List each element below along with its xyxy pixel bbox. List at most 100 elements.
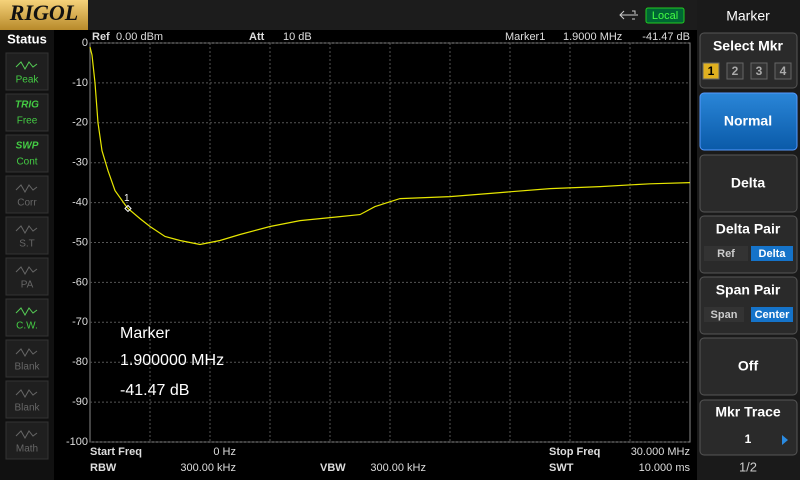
y-tick-label: -50	[72, 236, 88, 248]
center-option-text: Center	[755, 309, 791, 321]
logo: RIGOL	[9, 0, 78, 25]
status-item-label: Blank	[14, 403, 40, 414]
status-item-label: Cont	[16, 157, 37, 168]
off-button[interactable]	[699, 337, 798, 396]
y-tick-label: -20	[72, 117, 88, 129]
marker-amp: -41.47 dB	[642, 31, 690, 43]
status-icon	[15, 266, 38, 276]
menu-title: Marker	[726, 8, 770, 24]
delta-pair-label: Delta Pair	[716, 221, 781, 237]
status-item-top: SWP	[16, 141, 39, 152]
y-tick-label: 0	[82, 37, 88, 49]
start-label: Start Freq	[90, 446, 142, 458]
status-item-label: Free	[17, 116, 38, 127]
y-tick-label: -100	[66, 436, 88, 448]
select-mkr-label: Select Mkr	[713, 38, 784, 54]
mkr-option[interactable]	[726, 62, 744, 80]
mkr-option-text: 4	[780, 64, 787, 78]
marker-freq: 1.9000 MHz	[563, 31, 622, 43]
status-item	[5, 216, 49, 255]
marker-point	[124, 204, 132, 213]
status-item	[5, 380, 49, 419]
select-mkr-button[interactable]	[699, 32, 798, 89]
mkr-option-text: 1	[708, 64, 715, 78]
status-item-label: S.T	[19, 239, 35, 250]
status-item-top: TRIG	[15, 100, 39, 111]
stop-value: 30.000 MHz	[631, 446, 690, 458]
rbw-value: 300.00 kHz	[180, 462, 236, 474]
status-item	[5, 175, 49, 214]
ref-option[interactable]	[704, 246, 748, 261]
ref-label: Ref	[92, 31, 110, 43]
mkr-trace-value: 1	[745, 432, 752, 446]
status-item-label: Blank	[14, 362, 40, 373]
center-option[interactable]	[751, 307, 793, 322]
status-item	[5, 93, 49, 132]
vbw-value: 300.00 kHz	[370, 462, 426, 474]
status-item-label: Math	[16, 444, 38, 455]
status-icon	[15, 348, 38, 358]
delta-label: Delta	[731, 175, 765, 191]
top-bar	[0, 0, 697, 30]
span-pair-label: Span Pair	[716, 282, 781, 298]
mkr-trace-label: Mkr Trace	[715, 404, 781, 420]
status-item-label: Corr	[17, 198, 37, 209]
select-options: 1 2 3 4	[702, 62, 792, 80]
local-text: Local	[652, 10, 678, 22]
status-item	[5, 421, 49, 460]
rbw-label: RBW	[90, 462, 117, 474]
y-tick-label: -90	[72, 396, 88, 408]
status-item	[5, 257, 49, 296]
y-tick-label: -10	[72, 77, 88, 89]
status-item	[5, 298, 49, 337]
marker-label: Marker1	[505, 31, 545, 43]
status-item	[5, 134, 49, 173]
mkr-option[interactable]	[774, 62, 792, 80]
swt-value: 10.000 ms	[639, 462, 691, 474]
marker-box-title: Marker	[120, 325, 170, 342]
delta-button[interactable]	[699, 154, 798, 213]
mkr-trace-button[interactable]	[699, 399, 798, 456]
start-value: 0 Hz	[213, 446, 236, 458]
status-icon	[15, 184, 38, 194]
mkr-option-text: 3	[756, 64, 763, 78]
att-value: 10 dB	[283, 31, 312, 43]
status-item	[5, 52, 49, 91]
y-tick-label: -30	[72, 157, 88, 169]
status-item	[5, 339, 49, 378]
normal-label: Normal	[724, 113, 772, 129]
normal-button[interactable]	[699, 92, 798, 151]
y-tick-label: -40	[72, 197, 88, 209]
plot: 0 -10 -20 -30 -40 -50 -60 -70 -80 -90 -100 1	[66, 37, 691, 448]
status-title: Status	[7, 31, 47, 46]
usb-icon	[619, 10, 638, 20]
marker-box-freq: 1.900000 MHz	[120, 352, 224, 369]
ref-option-text: Ref	[717, 248, 735, 260]
mkr-option-text: 2	[732, 64, 739, 78]
stop-label: Stop Freq	[549, 446, 600, 458]
off-label: Off	[738, 358, 759, 374]
span-option[interactable]	[704, 307, 744, 322]
att-label: Att	[249, 31, 265, 43]
local-box	[645, 7, 685, 24]
y-tick-label: -60	[72, 276, 88, 288]
y-tick-label: -80	[72, 356, 88, 368]
vbw-label: VBW	[320, 462, 346, 474]
status-icon	[15, 61, 38, 71]
marker-label: 1	[124, 193, 130, 204]
status-icon	[15, 225, 38, 235]
status-icon	[15, 430, 38, 440]
status-items: Peak TRIG Free SWP Cont Corr S.T PA C.W. Blank Bla…	[5, 52, 49, 460]
mkr-option[interactable]	[702, 62, 720, 80]
ref-value: 0.00 dBm	[116, 31, 163, 43]
marker-box-amp: -41.47 dB	[120, 382, 189, 399]
mkr-option[interactable]	[750, 62, 768, 80]
logo-box	[0, 0, 88, 30]
page-indicator: 1/2	[739, 459, 757, 474]
status-item-label: Peak	[16, 75, 40, 86]
arrow	[782, 435, 788, 445]
status-icon	[15, 307, 38, 317]
trace	[89, 46, 691, 246]
delta-option[interactable]	[751, 246, 793, 261]
